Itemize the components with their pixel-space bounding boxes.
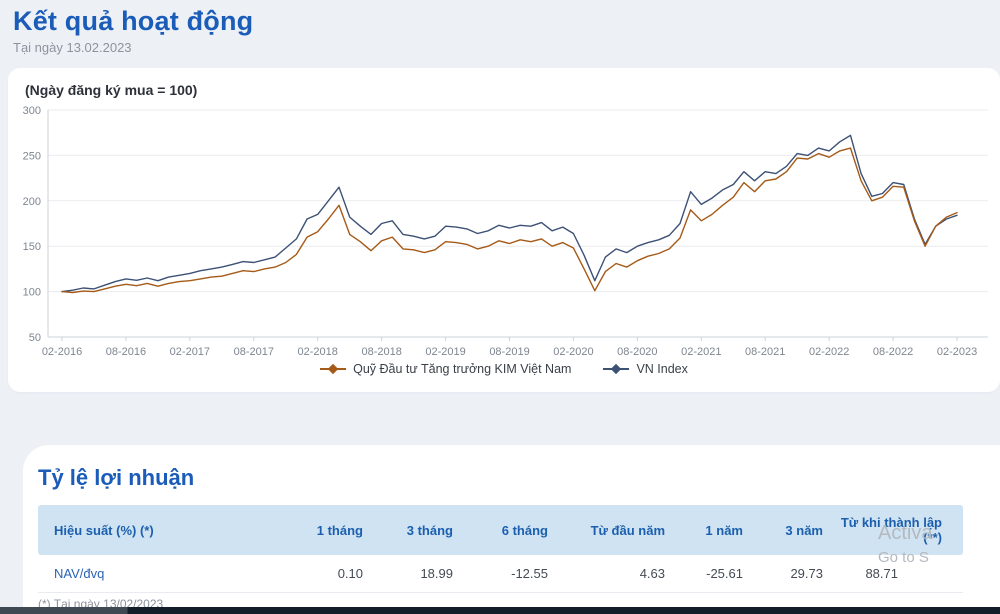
value-1y: -25.61: [665, 555, 743, 593]
col-header-metric: Hiệu suất (%) (*): [38, 505, 268, 555]
svg-text:02-2018: 02-2018: [298, 346, 338, 358]
performance-line-chart: 50 100 150 200 250 300 02-2016 08-2016 02-2017 08…: [23, 105, 988, 358]
svg-text:02-2016: 02-2016: [42, 346, 82, 358]
svg-text:300: 300: [23, 105, 41, 117]
col-header-inception: Từ khi thành lập (**): [823, 505, 963, 555]
chart-legend: Quỹ Đầu tư Tăng trưởng KIM Việt Nam VN I…: [8, 362, 1000, 376]
svg-text:08-2018: 08-2018: [361, 346, 401, 358]
svg-text:02-2022: 02-2022: [809, 346, 849, 358]
svg-text:08-2019: 08-2019: [489, 346, 529, 358]
svg-text:08-2022: 08-2022: [873, 346, 913, 358]
returns-title: Tỷ lệ lợi nhuận: [38, 465, 195, 490]
svg-text:02-2023: 02-2023: [937, 346, 977, 358]
footer-edge-bar: [0, 607, 1000, 614]
svg-text:02-2021: 02-2021: [681, 346, 721, 358]
returns-table-header-row: Hiệu suất (%) (*) 1 tháng 3 tháng 6 thán…: [38, 505, 963, 555]
svg-text:08-2017: 08-2017: [234, 346, 274, 358]
performance-chart-card: (Ngày đăng ký mua = 100) 50 100 150 200 250 3…: [8, 68, 1000, 392]
svg-text:250: 250: [23, 150, 41, 162]
returns-card: Tỷ lệ lợi nhuận Hiệu suất (%) (*) 1 thán…: [23, 445, 1000, 614]
svg-text:02-2020: 02-2020: [553, 346, 593, 358]
legend-item-vnindex[interactable]: VN Index: [603, 362, 688, 376]
svg-text:02-2017: 02-2017: [170, 346, 210, 358]
legend-item-fund[interactable]: Quỹ Đầu tư Tăng trưởng KIM Việt Nam: [320, 362, 571, 376]
value-inception: 88.71: [823, 555, 963, 593]
nav-dvq-link[interactable]: NAV/đvq: [38, 555, 268, 593]
svg-text:200: 200: [23, 196, 41, 208]
value-1m: 0.10: [268, 555, 363, 593]
page-title: Kết quả hoạt động: [13, 6, 254, 36]
col-header-1y: 1 năm: [665, 505, 743, 555]
svg-text:08-2020: 08-2020: [617, 346, 657, 358]
value-ytd: 4.63: [548, 555, 665, 593]
svg-text:100: 100: [23, 287, 41, 299]
svg-text:02-2019: 02-2019: [425, 346, 465, 358]
legend-label-vnindex: VN Index: [636, 362, 688, 376]
svg-text:50: 50: [29, 332, 41, 344]
col-header-1m: 1 tháng: [268, 505, 363, 555]
value-3m: 18.99: [363, 555, 453, 593]
table-row-nav: NAV/đvq 0.10 18.99 -12.55 4.63 -25.61 29…: [38, 555, 963, 593]
returns-table: Hiệu suất (%) (*) 1 tháng 3 tháng 6 thán…: [38, 505, 963, 593]
col-header-ytd: Từ đầu năm: [548, 505, 665, 555]
as-of-date: Tại ngày 13.02.2023: [13, 40, 132, 55]
page-header: Kết quả hoạt động Tại ngày 13.02.2023: [13, 6, 253, 55]
legend-label-fund: Quỹ Đầu tư Tăng trưởng KIM Việt Nam: [353, 362, 572, 376]
col-header-6m: 6 tháng: [453, 505, 548, 555]
value-3y: 29.73: [743, 555, 823, 593]
value-6m: -12.55: [453, 555, 548, 593]
col-header-3y: 3 năm: [743, 505, 823, 555]
fund-line-marker-icon: [320, 364, 347, 374]
svg-text:08-2016: 08-2016: [106, 346, 146, 358]
svg-text:08-2021: 08-2021: [745, 346, 785, 358]
index-line-marker-icon: [603, 364, 630, 374]
chart-baseline-label: (Ngày đăng ký mua = 100): [25, 82, 198, 98]
svg-text:150: 150: [23, 241, 41, 253]
col-header-3m: 3 tháng: [363, 505, 453, 555]
